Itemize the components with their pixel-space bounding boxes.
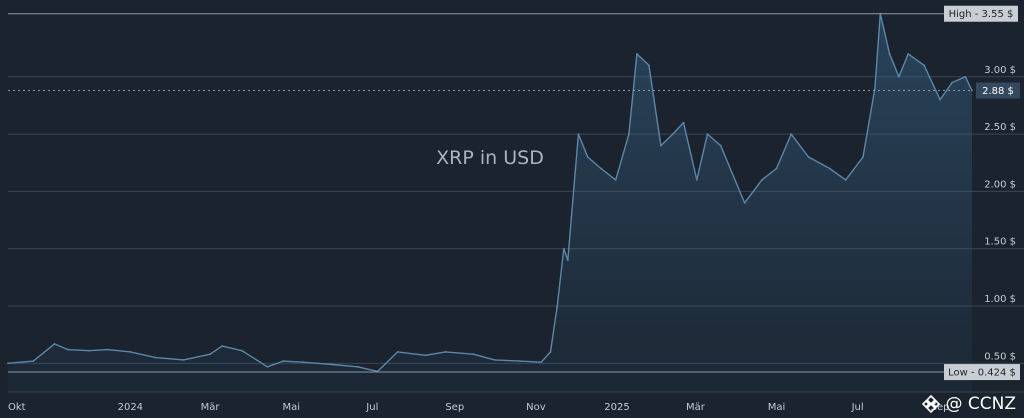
data-point (951, 81, 953, 84)
x-tick-label: Nov (526, 402, 546, 413)
x-tick-label: 2024 (118, 402, 143, 413)
current-badge (976, 82, 1020, 99)
y-tick-label: 0.50 $ (984, 351, 1016, 362)
x-tick-label: Okt (8, 402, 26, 413)
high-label: High - 3.55 $ (949, 9, 1014, 20)
high-badge (944, 5, 1018, 22)
data-point (682, 121, 685, 124)
data-point (695, 179, 698, 181)
x-tick-label: Mär (686, 402, 706, 413)
data-point (775, 167, 778, 170)
data-point (790, 133, 793, 136)
current-label: 2.88 $ (982, 86, 1014, 97)
data-point (302, 361, 305, 364)
data-point (32, 360, 35, 362)
data-point (66, 348, 69, 351)
x-tick-label: Jul (851, 402, 864, 413)
data-point (444, 351, 447, 353)
data-point (282, 360, 285, 362)
data-point (844, 179, 847, 181)
data-point (828, 167, 831, 170)
data-point (424, 354, 427, 357)
series-area (8, 13, 972, 392)
data-point (600, 167, 602, 170)
watermark: @ CCNZ (921, 394, 1016, 414)
data-point (888, 53, 891, 55)
y-tick-label: 3.00 $ (984, 65, 1016, 76)
data-point (923, 64, 925, 67)
data-point (396, 351, 399, 353)
data-point (562, 247, 565, 250)
data-point (628, 133, 630, 136)
x-tick-label: Mai (768, 402, 786, 413)
data-point (671, 133, 674, 136)
x-tick-label: Sep (445, 402, 464, 413)
data-point (472, 353, 475, 356)
binance-diamond-icon (922, 394, 941, 414)
data-point (106, 348, 109, 351)
low-label: Low - 0.424 $ (948, 368, 1016, 379)
data-point (971, 89, 973, 92)
data-point (154, 356, 157, 359)
x-tick-label: 2025 (604, 402, 629, 413)
data-point (493, 359, 496, 361)
x-tick-label: Sep (931, 402, 950, 413)
data-point (964, 75, 967, 78)
data-point (636, 53, 638, 55)
data-point (874, 87, 876, 90)
data-point (540, 361, 543, 364)
data-point (331, 363, 334, 366)
data-point (614, 179, 617, 181)
data-point (566, 259, 569, 262)
low-badge (944, 364, 1020, 381)
data-point (761, 179, 763, 181)
data-point (648, 64, 650, 67)
data-point (898, 75, 900, 78)
data-point (209, 353, 212, 356)
data-point (88, 349, 90, 352)
data-point (719, 144, 722, 147)
data-point (549, 351, 552, 353)
series-line (7, 13, 973, 373)
data-point (53, 343, 56, 345)
x-tick-label: Jul (365, 402, 378, 413)
data-point (221, 345, 224, 347)
x-tick-label: Mär (201, 402, 221, 413)
data-point (519, 360, 521, 362)
data-point (182, 359, 185, 361)
data-point (862, 156, 864, 158)
data-point (743, 202, 746, 204)
y-tick-label: 1.50 $ (984, 237, 1016, 248)
watermark-text: @ CCNZ (945, 394, 1016, 414)
data-point (556, 306, 558, 309)
data-point (7, 362, 9, 365)
data-point (907, 53, 910, 55)
y-tick-label: 2.00 $ (984, 179, 1016, 190)
data-point (939, 98, 941, 101)
data-point (266, 365, 269, 368)
data-point (129, 351, 132, 353)
data-point (660, 144, 662, 147)
data-point (577, 133, 580, 136)
data-point (241, 349, 243, 352)
y-tick-label: 2.50 $ (984, 122, 1016, 133)
data-point (807, 156, 810, 158)
data-point (356, 365, 359, 368)
x-tick-label: Mai (282, 402, 300, 413)
data-point (706, 133, 709, 136)
y-tick-label: 1.00 $ (984, 294, 1016, 305)
data-point (586, 156, 589, 158)
chart-title: XRP in USD (436, 147, 544, 169)
